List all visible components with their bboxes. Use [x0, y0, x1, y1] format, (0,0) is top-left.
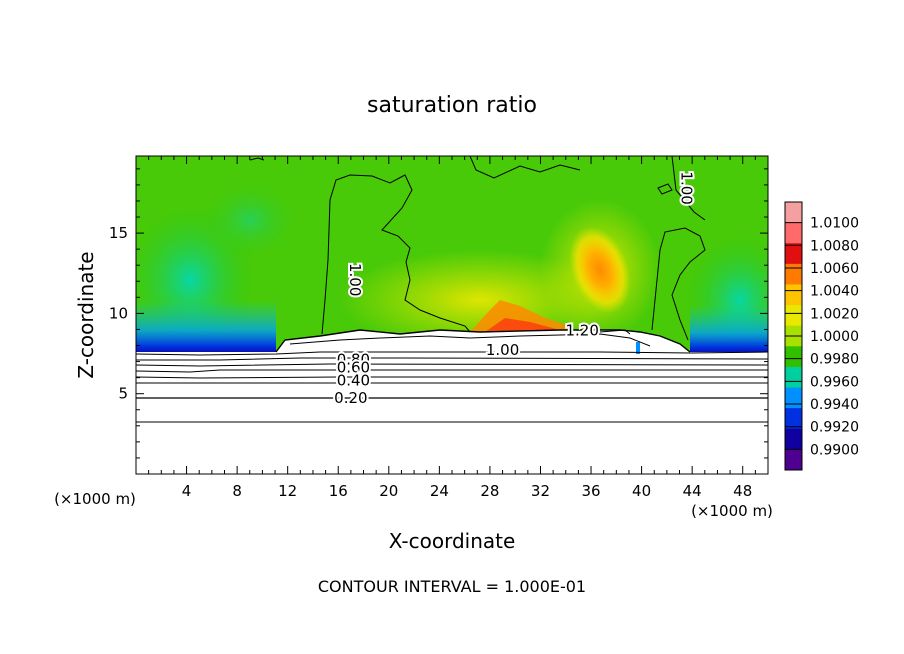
- heatmap-field: [136, 156, 768, 474]
- x-unit-label: (×1000 m): [691, 502, 773, 520]
- colorbar-label: 1.0100: [810, 216, 859, 232]
- y-tick-label: 5: [118, 385, 128, 403]
- colorbar-label: 1.0080: [810, 238, 859, 254]
- contour-label-halo: 0.40: [337, 371, 370, 389]
- x-tick-label: 16: [329, 482, 348, 500]
- y-axis-ticks: 5 10 15: [109, 168, 768, 459]
- colorbar-swatch: [785, 346, 802, 368]
- x-tick-label: 20: [379, 482, 398, 500]
- colorbar-swatch: [785, 449, 802, 471]
- colorbar-label: 1.0000: [810, 329, 859, 345]
- contour-label-halo: 1.00: [486, 341, 519, 359]
- x-tick-label: 4: [182, 482, 192, 500]
- colorbar-label: 0.9920: [810, 420, 859, 436]
- x-tick-label: 48: [733, 482, 752, 500]
- x-tick-label: 24: [430, 482, 449, 500]
- colorbar: 1.0100 1.0080 1.0060 1.0040 1.0020 1.0000 0.99…: [784, 201, 859, 471]
- colorbar-label: 1.0040: [810, 284, 859, 300]
- x-tick-label: 8: [232, 482, 242, 500]
- colorbar-swatch: [785, 222, 802, 244]
- colorbar-swatch: [785, 243, 802, 265]
- colorbar-label: 1.0060: [810, 261, 859, 277]
- contour-label-halo: 0.20: [334, 389, 367, 407]
- x-tick-label: 12: [278, 482, 297, 500]
- contour-label-halo: 1.20: [565, 322, 598, 340]
- colorbar-label: 0.9980: [810, 352, 859, 368]
- colorbar-swatch: [785, 305, 802, 327]
- y-unit-label: (×1000 m): [54, 490, 136, 508]
- colorbar-label: 0.9960: [810, 374, 859, 390]
- colorbar-swatch: [785, 387, 802, 409]
- colorbar-swatch: [785, 263, 802, 285]
- contour-label-halo: 1.00: [677, 171, 695, 204]
- x-tick-label: 36: [581, 482, 600, 500]
- x-tick-label: 40: [632, 482, 651, 500]
- y-axis-label: Z-coordinate: [74, 251, 98, 378]
- contour-label-halo: 0.60: [337, 359, 370, 377]
- colorbar-swatch: [785, 408, 802, 430]
- chart-title: saturation ratio: [367, 93, 537, 118]
- colorbar-label: 1.0020: [810, 306, 859, 322]
- x-tick-label: 32: [531, 482, 550, 500]
- y-tick-label: 10: [109, 304, 128, 322]
- x-axis-label: X-coordinate: [389, 529, 516, 553]
- contour-interval-note: CONTOUR INTERVAL = 1.000E-01: [318, 577, 586, 596]
- colorbar-swatch: [785, 428, 802, 450]
- x-tick-label: 44: [683, 482, 702, 500]
- colorbar-label: 0.9900: [810, 442, 859, 458]
- colorbar-swatch: [785, 366, 802, 389]
- contour-labels: 1.00 1.00 1.20 1.00 0.800.600.400.20: [332, 169, 697, 409]
- x-axis-ticks: 4 8 12 16 20 24 28 32 36 40 44 48: [148, 156, 756, 500]
- contour-label-halo: 1.00: [346, 263, 364, 296]
- colorbar-label: 0.9940: [810, 397, 859, 413]
- colorbar-swatch: [785, 284, 802, 306]
- contour-label-halo: 0.80: [337, 350, 370, 368]
- contour-lines: [136, 156, 768, 423]
- colorbar-swatch: [785, 202, 802, 224]
- x-tick-label: 28: [480, 482, 499, 500]
- y-tick-label: 15: [109, 224, 128, 242]
